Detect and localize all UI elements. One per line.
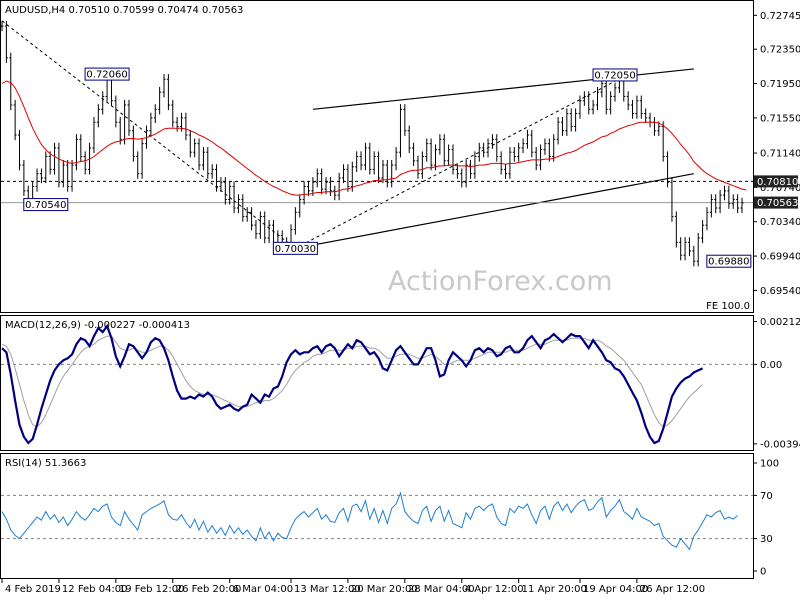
macd-y-tick-label: 0.00 bbox=[760, 360, 782, 371]
x-tick-label: 26 Feb 20:00 bbox=[176, 584, 242, 595]
x-tick-label: 6 Mar 04:00 bbox=[233, 584, 293, 595]
annotation-label: 0.72050 bbox=[594, 70, 635, 81]
main-y-tick-label: 0.70340 bbox=[760, 217, 800, 228]
main-title: AUDUSD,H4 0.70510 0.70599 0.70474 0.7056… bbox=[5, 5, 243, 16]
annotation-label: 0.70540 bbox=[25, 200, 66, 211]
main-y-tick-label: 0.71140 bbox=[760, 149, 800, 160]
annotation-label: 0.72060 bbox=[86, 70, 127, 81]
fe-footnote: FE 100.0 bbox=[706, 301, 750, 312]
main-y-tick-label: 0.69540 bbox=[760, 286, 800, 297]
price-tag-label: 0.70810 bbox=[757, 177, 798, 188]
x-tick-label: 19 Apr 04:00 bbox=[583, 584, 648, 595]
trendline-fe-projection bbox=[295, 76, 625, 249]
annotation-0.72050: 0.72050 bbox=[592, 68, 638, 82]
trendline-decline-line bbox=[1, 20, 296, 249]
main-y-tick-label: 0.72745 bbox=[760, 11, 800, 22]
rsi-title: RSI(14) 51.3663 bbox=[5, 458, 86, 469]
price-tag-0.70810: 0.70810 bbox=[754, 175, 798, 188]
macd-series bbox=[1, 323, 753, 445]
rsi-y-tick-label: 100 bbox=[760, 459, 779, 470]
main-y-tick-label: 0.71950 bbox=[760, 79, 800, 90]
macd-y-tick-label: 0.002123 bbox=[760, 317, 800, 328]
annotation-box bbox=[272, 241, 318, 255]
x-tick-label: 4 Apr 12:00 bbox=[465, 584, 524, 595]
annotation-box bbox=[592, 68, 638, 82]
moving-average-series bbox=[1, 80, 747, 196]
macd-y-axis: 0.002123 0.00 -0.003945 bbox=[753, 317, 800, 450]
trendline-channel-lower bbox=[295, 173, 694, 249]
annotation-0.70540: 0.70540 bbox=[23, 198, 69, 212]
rsi-y-axis: 100 70 30 0 bbox=[753, 459, 779, 578]
x-tick-label: 12 Feb 04:00 bbox=[62, 584, 128, 595]
main-y-axis: 0.72745 0.72350 0.71950 0.71550 0.71140 0.707… bbox=[753, 11, 800, 297]
x-tick-label: 4 Feb 2019 bbox=[5, 584, 61, 595]
annotation-label: 0.70030 bbox=[275, 244, 316, 255]
x-tick-label: 11 Apr 20:00 bbox=[522, 584, 587, 595]
rsi-series bbox=[1, 491, 753, 551]
price-tag-bg bbox=[754, 196, 798, 209]
rsi-y-tick-label: 0 bbox=[760, 567, 766, 578]
x-tick-label: 19 Feb 12:00 bbox=[119, 584, 185, 595]
x-tick-label: 13 Mar 12:00 bbox=[294, 584, 361, 595]
moving-average-line bbox=[1, 80, 747, 196]
rsi-y-tick-label: 30 bbox=[760, 534, 773, 545]
price-tags: 0.70810 0.70563 bbox=[754, 175, 798, 209]
x-tick-label: 20 Mar 20:00 bbox=[351, 584, 418, 595]
rsi-panel-frame bbox=[0, 453, 754, 579]
horizontal-levels bbox=[1, 180, 753, 204]
price-series bbox=[0, 20, 744, 267]
annotation-box bbox=[84, 67, 130, 81]
price-annotations: 0.72060 0.70540 0.70030 0.72050 0.69880 bbox=[23, 67, 752, 268]
price-tag-bg bbox=[754, 175, 798, 188]
main-y-tick-label: 0.72350 bbox=[760, 45, 800, 56]
macd-signal-line bbox=[1, 335, 703, 428]
annotation-0.69880: 0.69880 bbox=[706, 254, 752, 268]
x-tick-label: 26 Apr 12:00 bbox=[640, 584, 705, 595]
x-tick-label: 28 Mar 04:00 bbox=[408, 584, 475, 595]
macd-main-line bbox=[1, 323, 704, 445]
macd-title: MACD(12,26,9) -0.000227 -0.000413 bbox=[5, 320, 190, 331]
annotation-box bbox=[706, 254, 752, 268]
annotation-0.72060: 0.72060 bbox=[84, 67, 130, 81]
trend-lines bbox=[1, 20, 694, 249]
main-y-tick-label: 0.70740 bbox=[760, 183, 800, 194]
annotation-box bbox=[23, 198, 69, 212]
annotation-0.70030: 0.70030 bbox=[272, 241, 318, 255]
macd-panel-frame bbox=[0, 315, 754, 451]
main-y-tick-label: 0.71550 bbox=[760, 113, 800, 124]
macd-y-tick-label: -0.003945 bbox=[760, 439, 800, 450]
rsi-line bbox=[1, 491, 738, 551]
main-y-tick-label: 0.69940 bbox=[760, 252, 800, 263]
main-panel-frame bbox=[0, 0, 754, 313]
price-tag-0.70563: 0.70563 bbox=[754, 196, 798, 209]
annotation-label: 0.69880 bbox=[708, 257, 749, 268]
rsi-y-tick-label: 70 bbox=[760, 491, 773, 502]
watermark: ActionForex.com bbox=[388, 266, 613, 297]
price-tag-label: 0.70563 bbox=[757, 198, 798, 209]
